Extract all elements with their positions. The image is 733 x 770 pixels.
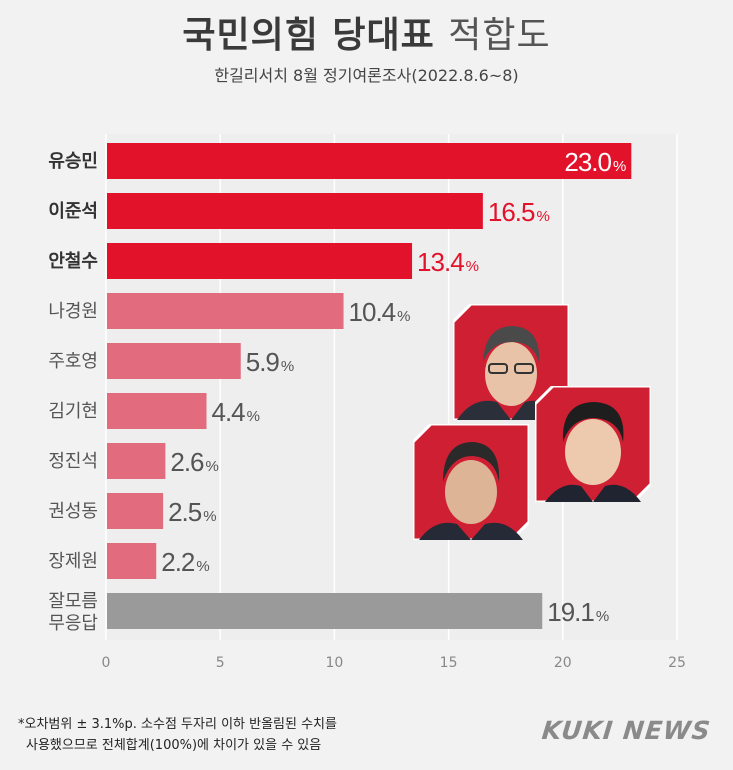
bar-7 [107, 493, 164, 529]
category-label-4: 주호영 [48, 351, 98, 372]
value-label-4: 5.9% [246, 347, 294, 377]
category-label-1: 이준석 [48, 201, 98, 222]
bar-0 [107, 143, 632, 179]
bar-chart: 0 5 10 15 20 25 유승민 23.0 % 이준석 16.5 % 안철수 13.4 % 나경원 10.… [48, 134, 686, 671]
value-label-1: 16.5% [488, 197, 550, 227]
category-label-9: 잘모름 무응답 [48, 591, 98, 634]
category-label-8: 장제원 [48, 551, 98, 572]
category-label-3: 나경원 [48, 301, 98, 322]
x-tick-label-1: 5 [216, 655, 225, 671]
footnote-line-1: *오차범위 ± 3.1%p. 소수점 두자리 이하 반올림된 수치를 [18, 717, 337, 732]
chart-title: 국민의힘 당대표 적합도 [0, 6, 733, 58]
bar-8 [107, 543, 157, 579]
footnote: *오차범위 ± 3.1%p. 소수점 두자리 이하 반올림된 수치를 사용했으므… [18, 714, 337, 756]
value-label-5: 4.4% [211, 397, 259, 427]
x-tick-label-2: 10 [325, 655, 343, 671]
brand-logo: KUKI NEWS [540, 716, 713, 745]
x-tick-label-5: 25 [668, 655, 686, 671]
chart-subtitle: 한길리서치 8월 정기여론조사(2022.8.6~8) [214, 66, 519, 85]
photo-ahn-cheolsoo [413, 424, 529, 540]
bar-6 [107, 443, 166, 479]
value-label-8: 2.2% [161, 547, 209, 577]
footnote-line-2: 사용했으므로 전체합계(100%)에 차이가 있을 수 있음 [26, 738, 322, 753]
x-tick-label-4: 20 [554, 655, 572, 671]
bar-3 [107, 293, 344, 329]
value-label-9: 19.1% [547, 597, 609, 627]
value-label-0: 23.0% [564, 147, 626, 177]
bar-2 [107, 243, 413, 279]
category-label-7: 권성동 [48, 501, 98, 522]
bar-4 [107, 343, 241, 379]
category-label-6: 정진석 [48, 451, 98, 472]
value-label-2: 13.4% [417, 247, 479, 277]
bar-9 [107, 593, 543, 629]
category-label-5: 김기현 [48, 401, 98, 422]
value-label-3: 10.4% [349, 297, 411, 327]
category-label-0: 유승민 [48, 151, 98, 172]
bar-1 [107, 193, 483, 229]
x-tick-label-0: 0 [102, 655, 111, 671]
x-tick-label-3: 15 [440, 655, 458, 671]
title-light: 적합도 [448, 15, 551, 56]
value-label-7: 2.5% [168, 497, 216, 527]
value-label-6: 2.6% [170, 447, 218, 477]
category-label-2: 안철수 [48, 251, 98, 272]
photo-lee-junseok [535, 386, 651, 502]
title-bold: 국민의힘 당대표 [182, 15, 435, 56]
bar-5 [107, 393, 207, 429]
